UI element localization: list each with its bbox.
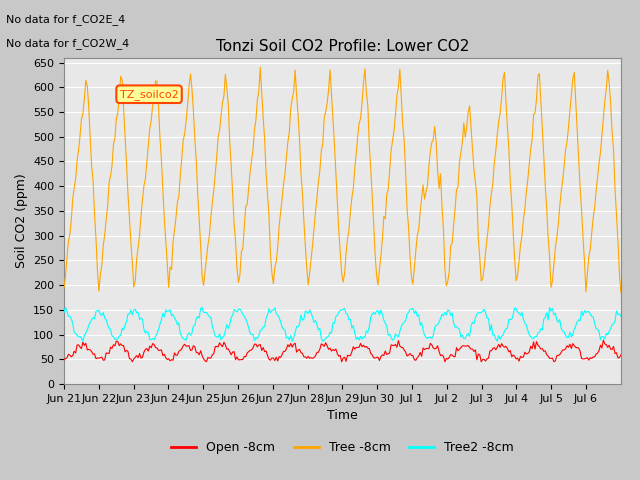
Legend: Open -8cm, Tree -8cm, Tree2 -8cm: Open -8cm, Tree -8cm, Tree2 -8cm bbox=[166, 436, 519, 459]
Text: No data for f_CO2W_4: No data for f_CO2W_4 bbox=[6, 38, 130, 49]
Title: Tonzi Soil CO2 Profile: Lower CO2: Tonzi Soil CO2 Profile: Lower CO2 bbox=[216, 39, 469, 54]
Text: No data for f_CO2E_4: No data for f_CO2E_4 bbox=[6, 14, 125, 25]
Text: TZ_soilco2: TZ_soilco2 bbox=[120, 89, 179, 100]
Y-axis label: Soil CO2 (ppm): Soil CO2 (ppm) bbox=[15, 173, 28, 268]
X-axis label: Time: Time bbox=[327, 409, 358, 422]
